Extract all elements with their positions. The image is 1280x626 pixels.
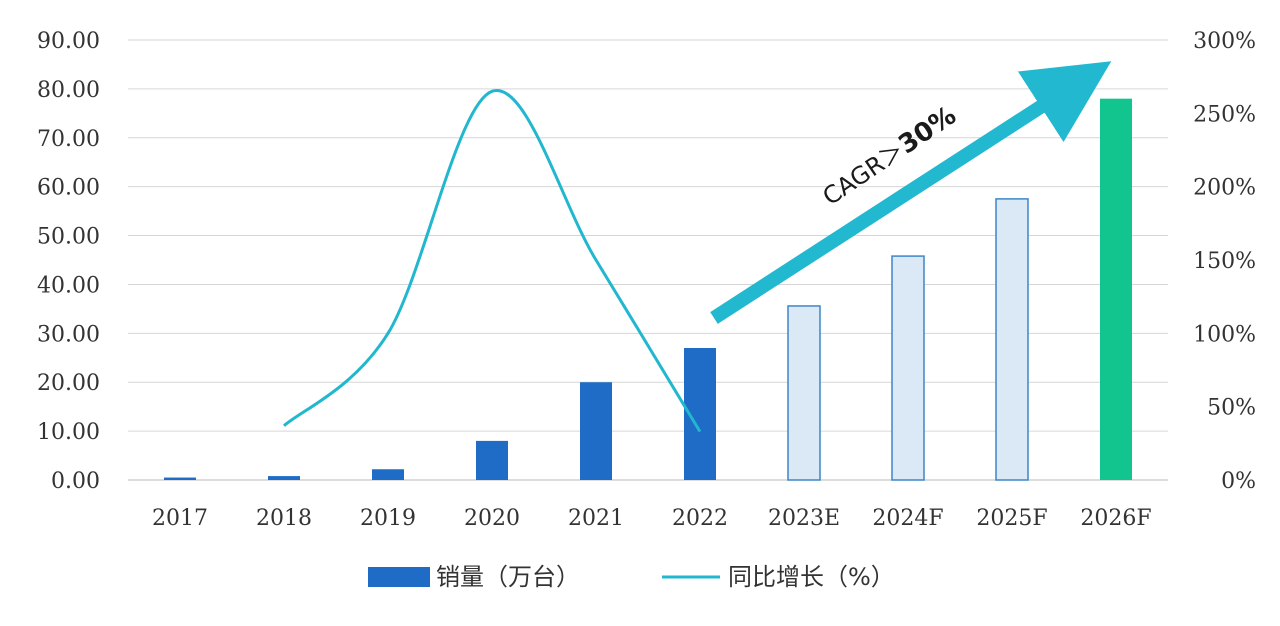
right-axis-ticks: 0% 50% 100% 150% 200% 250% 300%: [1193, 29, 1256, 494]
bar-2020: [476, 440, 508, 480]
bar-series: [164, 98, 1132, 481]
bar-2024F: [891, 255, 925, 481]
x-tick-label: 2018: [256, 506, 312, 531]
legend: 销量（万台） 同比增长（%）: [368, 563, 895, 591]
bar-2021: [580, 382, 612, 480]
bar-2023E: [787, 305, 821, 481]
bar-2026F: [1100, 98, 1132, 481]
cagr-label: CAGR＞30%: [817, 101, 962, 212]
x-tick-label: 2022: [672, 506, 728, 531]
y-left-tick-label: 20.00: [37, 371, 100, 396]
y-left-tick-label: 90.00: [37, 29, 100, 54]
y-left-tick-label: 50.00: [37, 225, 100, 250]
x-tick-label: 2024F: [872, 506, 943, 531]
x-axis-ticks: 2017 2018 2019 2020 2021 2022 2023E 2024F 2025F 2…: [152, 506, 1152, 531]
legend-line-label: 同比增长（%）: [728, 563, 895, 591]
x-tick-label: 2019: [360, 506, 416, 531]
y-left-tick-label: 0.00: [51, 469, 100, 494]
bar-2019: [372, 469, 404, 480]
growth-line: [283, 89, 702, 433]
legend-bar-swatch: [368, 567, 430, 587]
y-right-tick-label: 100%: [1193, 322, 1256, 347]
legend-bar-label: 销量（万台）: [436, 563, 580, 591]
y-left-tick-label: 40.00: [37, 273, 100, 298]
y-right-tick-label: 250%: [1193, 102, 1256, 127]
x-tick-label: 2020: [464, 506, 520, 531]
bar-2025F: [995, 198, 1029, 481]
y-left-tick-label: 10.00: [37, 420, 100, 445]
y-left-tick-label: 70.00: [37, 127, 100, 152]
bar-2017: [164, 477, 196, 480]
y-right-tick-label: 50%: [1207, 396, 1256, 421]
line-series: [283, 89, 702, 433]
bar-2018: [268, 476, 300, 480]
cagr-label-value: 30%: [893, 101, 961, 161]
y-left-tick-label: 80.00: [37, 78, 100, 103]
y-left-tick-label: 60.00: [37, 176, 100, 201]
x-tick-label: 2025F: [976, 506, 1047, 531]
left-axis-ticks: 0.00 10.00 20.00 30.00 40.00 50.00 60.00 70.00 8…: [37, 29, 100, 494]
x-tick-label: 2023E: [768, 506, 840, 531]
y-right-tick-label: 300%: [1193, 29, 1256, 54]
x-tick-label: 2017: [152, 506, 208, 531]
y-left-tick-label: 30.00: [37, 322, 100, 347]
x-tick-label: 2026F: [1080, 506, 1151, 531]
gridlines: [128, 39, 1168, 481]
cagr-arrow: [710, 61, 1112, 324]
y-right-tick-label: 0%: [1221, 469, 1256, 494]
y-right-tick-label: 200%: [1193, 176, 1256, 201]
x-tick-label: 2021: [568, 506, 624, 531]
y-right-tick-label: 150%: [1193, 249, 1256, 274]
